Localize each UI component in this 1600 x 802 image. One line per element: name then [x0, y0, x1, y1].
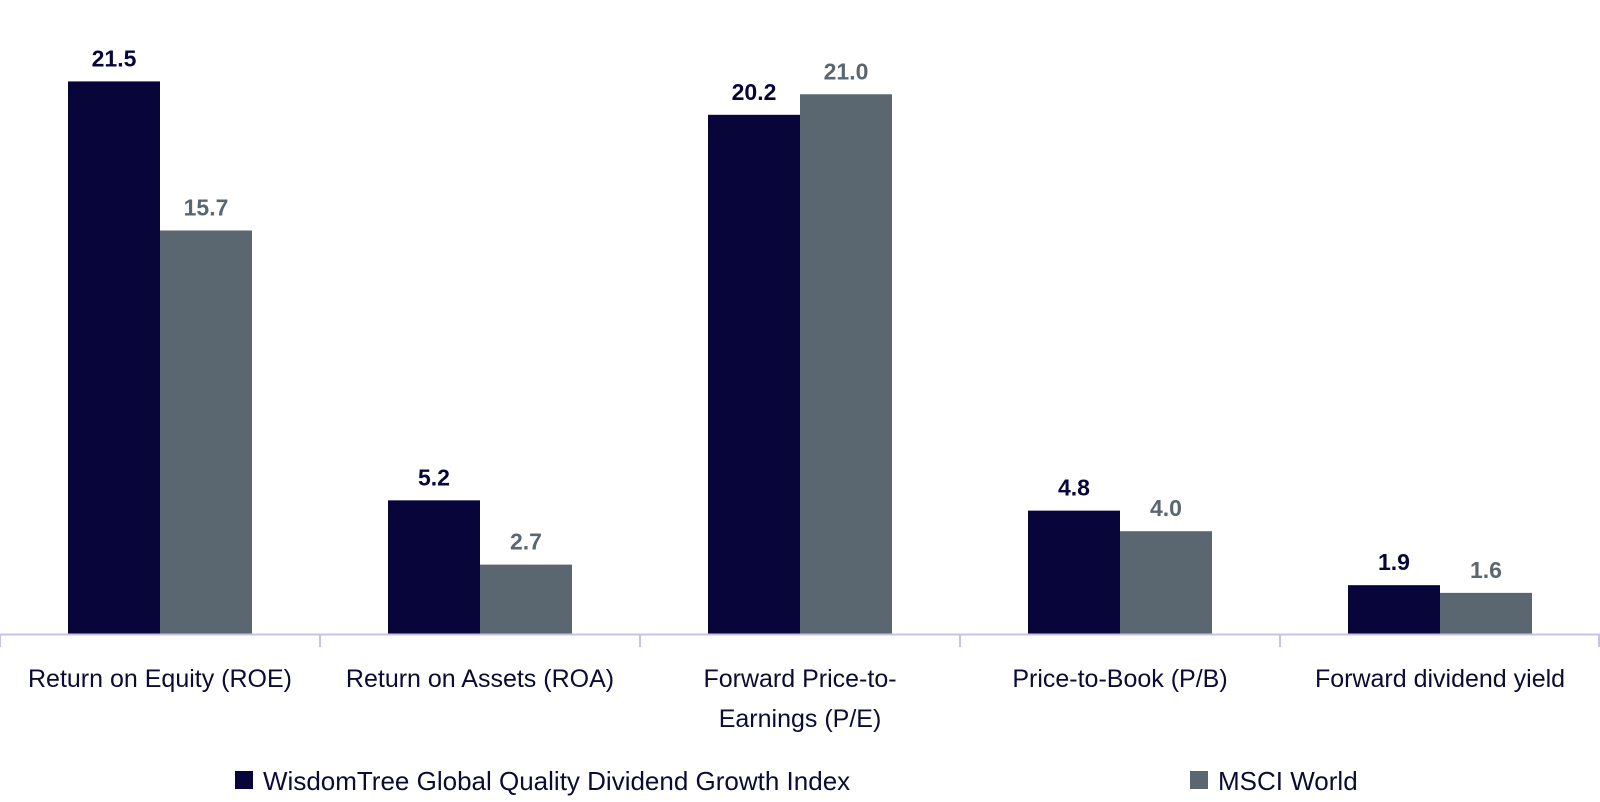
data-label-series-1-cat-3: 20.2: [732, 79, 777, 105]
x-tick-label-1: Return on Equity (ROE): [28, 665, 292, 693]
bar-series-1-cat-1: [68, 81, 160, 635]
bar-series-1-cat-2: [388, 500, 480, 634]
x-tick-label-2: Return on Assets (ROA): [346, 665, 614, 693]
data-label-series-2-cat-4: 4.0: [1150, 495, 1182, 521]
x-tick-label-4: Price-to-Book (P/B): [1012, 665, 1227, 693]
legend-label-1: WisdomTree Global Quality Dividend Growt…: [263, 766, 850, 796]
bar-series-2-cat-5: [1440, 592, 1532, 634]
bar-series-1-cat-3: [708, 114, 800, 635]
data-label-series-2-cat-1: 15.7: [184, 194, 229, 220]
legend-label-2: MSCI World: [1218, 766, 1358, 796]
legend-swatch-1: [235, 771, 253, 789]
bar-series-2-cat-2: [480, 564, 572, 634]
bar-series-2-cat-1: [160, 230, 252, 634]
data-label-series-1-cat-2: 5.2: [418, 464, 450, 490]
data-label-series-2-cat-5: 1.6: [1470, 557, 1502, 583]
data-label-series-1-cat-5: 1.9: [1378, 549, 1410, 575]
bar-series-1-cat-4: [1028, 510, 1120, 634]
x-tick-label-5: Forward dividend yield: [1315, 665, 1565, 693]
x-tick-label-3-line-2: Earnings (P/E): [719, 705, 882, 733]
data-label-series-1-cat-4: 4.8: [1058, 475, 1090, 501]
bar-series-2-cat-3: [800, 94, 892, 635]
data-label-series-2-cat-2: 2.7: [510, 529, 542, 555]
legend-swatch-2: [1190, 771, 1208, 789]
bar-series-1-cat-5: [1348, 585, 1440, 634]
data-label-series-1-cat-1: 21.5: [92, 45, 137, 71]
x-tick-label-3-line-1: Forward Price-to-: [703, 665, 896, 693]
data-label-series-2-cat-3: 21.0: [824, 58, 869, 84]
bar-series-2-cat-4: [1120, 531, 1212, 634]
